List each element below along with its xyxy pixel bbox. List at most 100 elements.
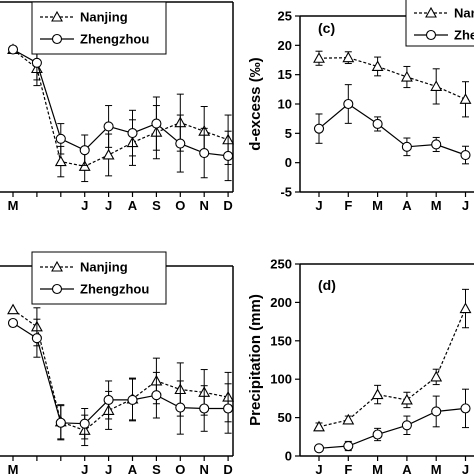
x-tick-label: N: [200, 198, 209, 213]
legend-marker-triangle: [51, 260, 63, 272]
y-tick-label: 20: [278, 38, 292, 53]
data-point-triangle: [102, 148, 115, 160]
x-tick-label: D: [223, 198, 232, 213]
y-tick-label: 25: [278, 9, 292, 24]
x-tick-label: J: [462, 198, 469, 213]
y-tick-label: 0: [285, 449, 292, 464]
x-tick-label: M: [8, 462, 19, 474]
series-line: [12, 48, 229, 157]
x-tick-label: S: [152, 462, 161, 474]
y-axis-label: d-excess (‰): [247, 57, 264, 150]
panel-label: (c): [318, 20, 335, 36]
legend-marker-circle: [425, 29, 437, 41]
y-tick-label: 200: [270, 295, 292, 310]
x-tick-label: O: [175, 198, 185, 213]
x-tick-label: J: [315, 198, 322, 213]
data-point-circle: [401, 141, 412, 152]
data-point-circle: [199, 403, 210, 414]
data-point-circle: [55, 133, 66, 144]
x-tick-label: A: [128, 462, 138, 474]
series-nanjing: [313, 288, 472, 432]
legend-label: Nanjing: [454, 6, 474, 21]
legend-marker-triangle: [425, 6, 437, 18]
x-tick-label: M: [372, 198, 383, 213]
x-tick-label: N: [200, 462, 209, 474]
series-nanjing: [313, 50, 472, 118]
data-point-circle: [199, 148, 210, 159]
x-tick-label: J: [105, 198, 112, 213]
data-point-circle: [151, 390, 162, 401]
x-tick-label: F: [344, 198, 352, 213]
legend-marker-circle: [51, 33, 63, 45]
y-tick-label: -5: [280, 185, 292, 200]
data-point-circle: [431, 139, 442, 150]
legend-label: Nanjing: [80, 260, 128, 275]
x-tick-label: J: [81, 462, 88, 474]
series-nanjing: [7, 43, 235, 183]
x-tick-label: A: [402, 462, 412, 474]
data-point-circle: [127, 394, 138, 406]
data-point-circle: [79, 418, 90, 429]
data-point-circle: [343, 98, 354, 110]
data-point-triangle: [342, 413, 355, 425]
data-point-triangle: [400, 393, 413, 405]
x-tick-label: J: [462, 462, 469, 474]
data-point-triangle: [430, 370, 443, 382]
x-tick-label: O: [175, 462, 185, 474]
series-zhengzhou: [313, 388, 471, 454]
data-point-circle: [313, 443, 325, 454]
series-line: [12, 322, 229, 425]
data-point-triangle: [430, 80, 443, 91]
legend: Nanjing Zhengzhou: [31, 1, 167, 55]
data-point-circle: [175, 138, 186, 149]
data-point-circle: [103, 394, 114, 406]
data-point-circle: [313, 123, 325, 134]
y-tick-label: 150: [270, 333, 292, 348]
series-zhengzhou: [7, 44, 234, 182]
x-tick-label: A: [128, 198, 138, 213]
data-point-circle: [401, 420, 412, 431]
x-tick-label: M: [431, 198, 442, 213]
data-point-triangle: [342, 51, 355, 63]
series-line: [12, 49, 229, 167]
data-point-triangle: [7, 303, 19, 315]
data-point-triangle: [459, 93, 472, 104]
data-point-circle: [372, 429, 383, 440]
legend-marker-triangle: [51, 10, 63, 22]
data-point-circle: [7, 44, 19, 55]
x-tick-label: M: [372, 462, 383, 474]
legend-box: [31, 1, 167, 55]
data-point-circle: [223, 150, 234, 161]
data-point-triangle: [371, 60, 384, 72]
x-tick-label: S: [152, 198, 161, 213]
series-line: [12, 309, 229, 432]
x-tick-label: J: [81, 198, 88, 213]
x-tick-label: D: [223, 462, 232, 474]
series-line: [318, 57, 466, 100]
series-line: [318, 407, 466, 449]
legend-label: Nanjing: [80, 10, 128, 25]
x-tick-label: M: [8, 198, 19, 213]
legend-box: [405, 0, 474, 47]
legend-label: Zhengzhou: [80, 32, 149, 47]
series-zhengzhou: [7, 317, 234, 441]
legend: Nanjing Zhengzhou: [405, 0, 474, 47]
x-tick-label: A: [402, 198, 412, 213]
data-point-circle: [55, 417, 66, 428]
data-point-circle: [223, 403, 234, 414]
legend-label: Zhengzhou: [80, 282, 149, 297]
data-point-triangle: [313, 420, 325, 432]
x-tick-label: J: [105, 462, 112, 474]
y-tick-label: 50: [278, 410, 292, 425]
y-tick-label: 15: [278, 67, 292, 82]
data-point-circle: [7, 317, 19, 329]
legend: Nanjing Zhengzhou: [31, 251, 167, 305]
series-nanjing: [7, 303, 235, 447]
panel-top-left: M J J A S O N D Nanjing Zhengzhou: [0, 1, 235, 213]
y-tick-label: 0: [285, 155, 292, 170]
data-point-triangle: [54, 155, 67, 167]
data-point-triangle: [371, 388, 384, 400]
y-axis-label: Precipitation (mm): [247, 294, 264, 426]
data-point-circle: [31, 57, 42, 68]
